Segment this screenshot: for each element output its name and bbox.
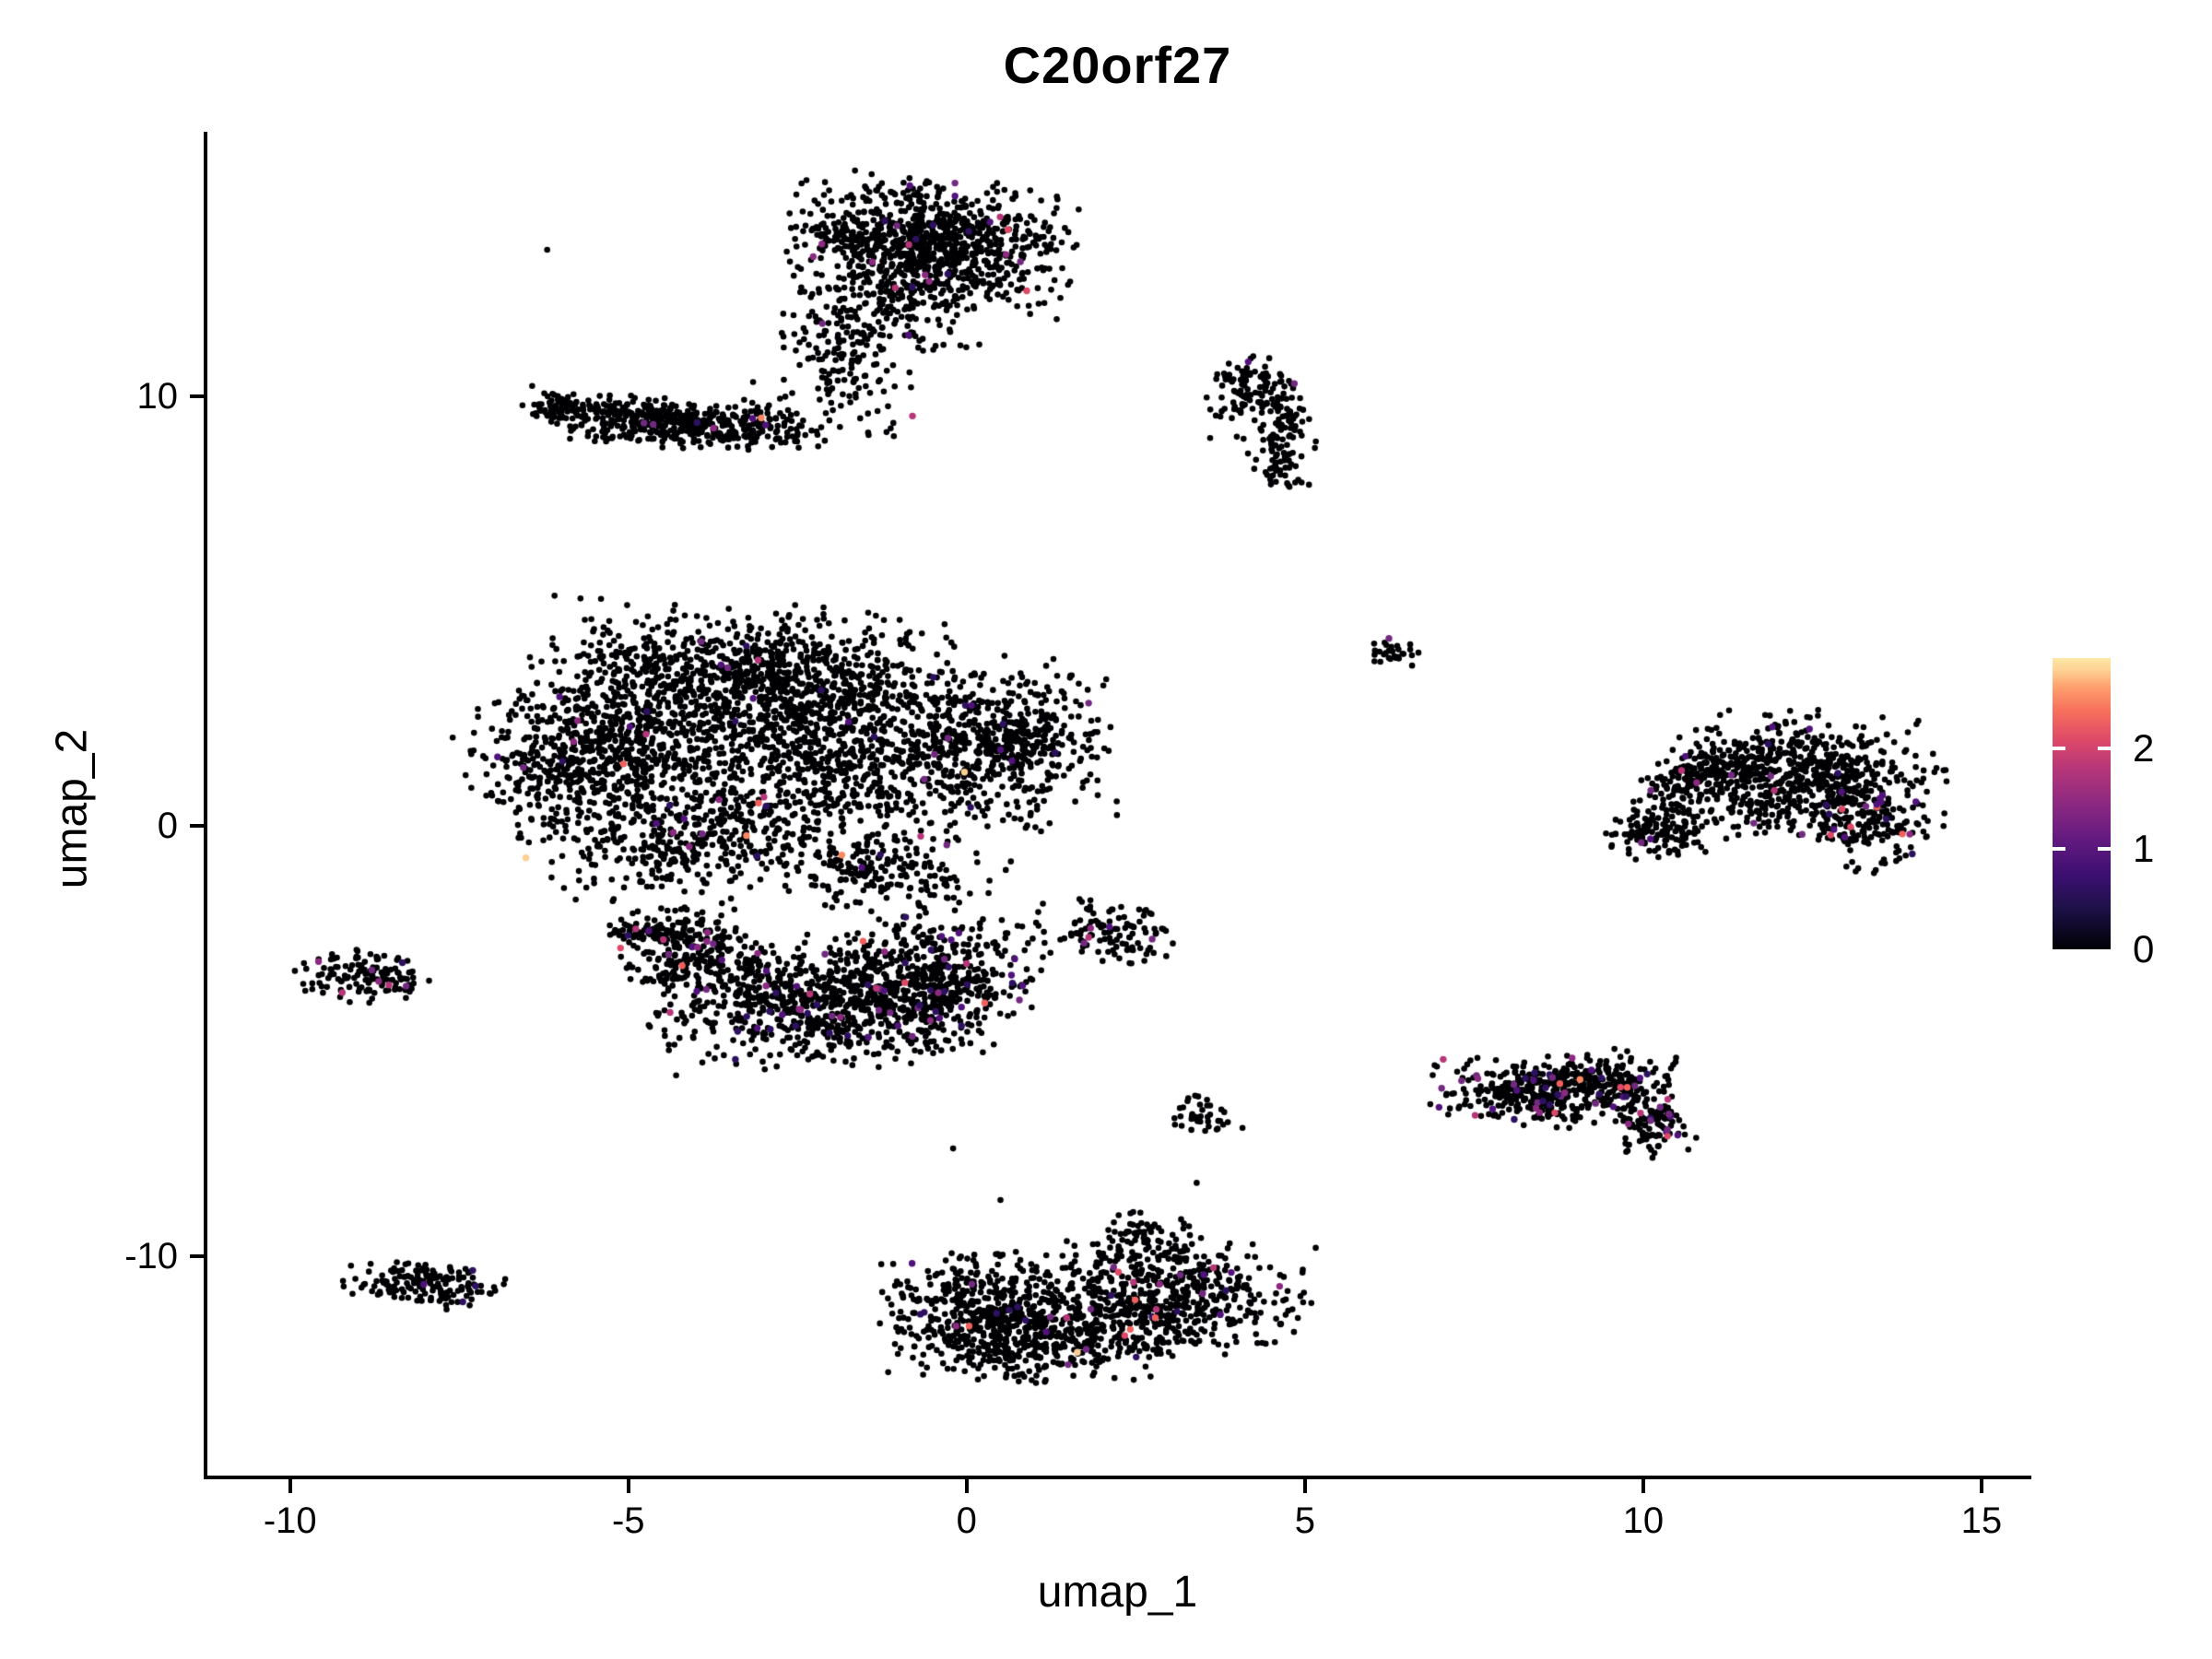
expression-colorbar bbox=[2053, 658, 2111, 949]
x-axis-line bbox=[204, 1476, 2031, 1479]
x-tick-mark bbox=[1979, 1479, 1983, 1493]
x-tick-label: 10 bbox=[1622, 1500, 1665, 1541]
x-axis-title: umap_1 bbox=[1037, 1568, 1198, 1617]
y-tick-mark bbox=[190, 1253, 204, 1258]
colorbar-gradient bbox=[2053, 658, 2111, 949]
y-axis-title: umap_2 bbox=[47, 728, 97, 889]
y-tick-mark bbox=[190, 394, 204, 398]
y-axis-line bbox=[204, 132, 207, 1479]
colorbar-tick-mark bbox=[2053, 847, 2065, 852]
x-tick-label: 5 bbox=[1294, 1500, 1315, 1541]
colorbar-tick-mark bbox=[2098, 747, 2111, 751]
y-tick-label: 10 bbox=[136, 375, 179, 417]
y-tick-mark bbox=[190, 824, 204, 829]
x-tick-label: 15 bbox=[1960, 1500, 2003, 1541]
x-tick-label: -5 bbox=[611, 1500, 645, 1541]
colorbar-tick-mark bbox=[2098, 847, 2111, 852]
x-tick-label: 0 bbox=[956, 1500, 977, 1541]
x-tick-mark bbox=[1302, 1479, 1307, 1493]
x-tick-mark bbox=[288, 1479, 292, 1493]
x-tick-mark bbox=[1641, 1479, 1645, 1493]
colorbar-tick-mark bbox=[2053, 747, 2065, 751]
x-tick-mark bbox=[626, 1479, 630, 1493]
plot-title: C20orf27 bbox=[1003, 36, 1232, 94]
x-tick-label: -10 bbox=[263, 1500, 317, 1541]
colorbar-tick-label: 0 bbox=[2133, 927, 2155, 971]
colorbar-tick-label: 1 bbox=[2133, 827, 2155, 871]
y-tick-label: -10 bbox=[124, 1235, 178, 1277]
x-tick-mark bbox=[964, 1479, 969, 1493]
colorbar-tick-label: 2 bbox=[2133, 726, 2155, 771]
y-tick-label: 0 bbox=[157, 806, 178, 847]
